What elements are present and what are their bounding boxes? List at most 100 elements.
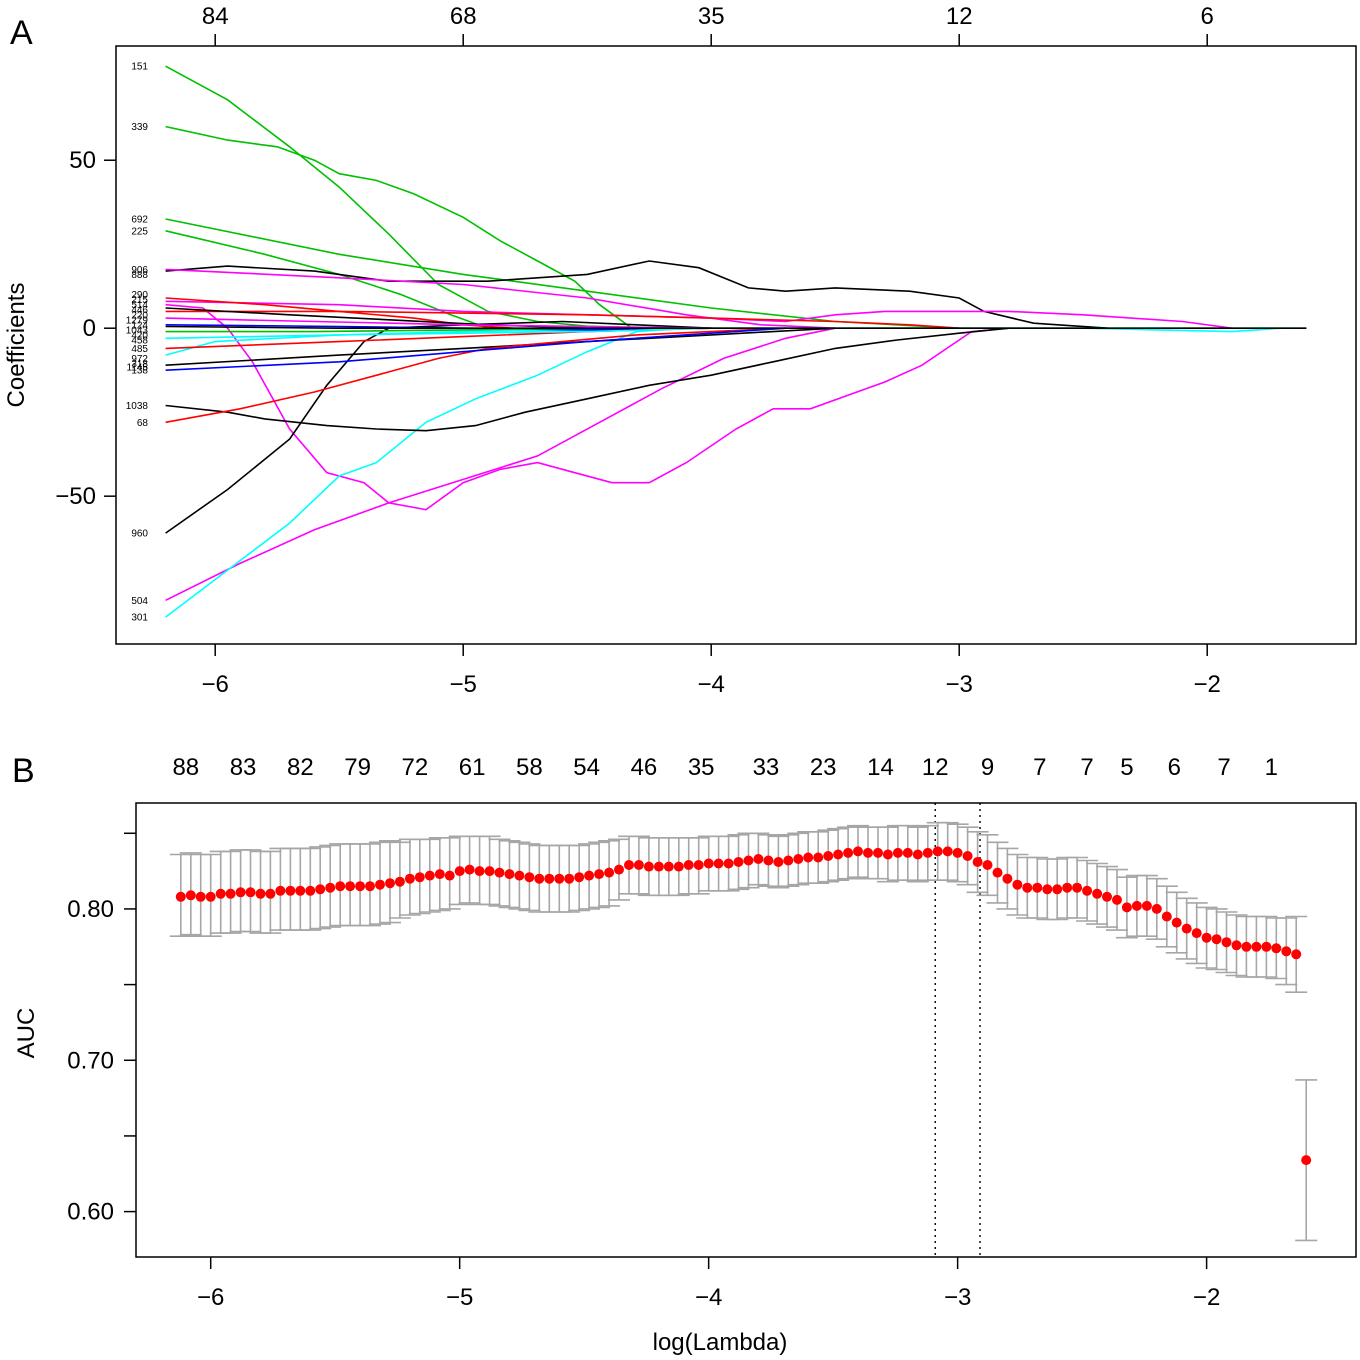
auc-point xyxy=(1271,943,1282,954)
panel-a-letter: A xyxy=(10,14,33,52)
auc-point xyxy=(833,849,844,860)
panel-a-coefficient-paths xyxy=(165,65,1307,618)
x-tick-label: −6 xyxy=(197,1284,224,1311)
auc-point xyxy=(873,847,883,858)
auc-point xyxy=(823,851,834,861)
panel-b-letter: B xyxy=(12,752,35,790)
top-tick-label: 54 xyxy=(573,754,600,781)
auc-point xyxy=(643,861,654,872)
top-tick-label: 68 xyxy=(450,3,477,30)
coefficient-path-4 xyxy=(165,260,1109,329)
coefficient-path-23 xyxy=(165,327,712,340)
auc-point xyxy=(1161,911,1172,922)
auc-point xyxy=(1261,941,1272,952)
auc-point xyxy=(992,867,1003,878)
auc-point xyxy=(693,860,704,870)
x-tick-label: −3 xyxy=(944,1284,971,1311)
path-label: 220 xyxy=(131,310,148,321)
path-label: 225 xyxy=(131,226,148,237)
auc-point xyxy=(1072,882,1083,893)
top-tick-label: 6 xyxy=(1201,3,1214,30)
auc-point xyxy=(444,870,455,881)
top-tick-label: 1 xyxy=(1265,754,1278,781)
auc-point xyxy=(1201,932,1212,943)
auc-point xyxy=(335,881,346,892)
path-label: 1043 xyxy=(126,325,149,336)
path-label: 420 xyxy=(131,330,148,341)
auc-point xyxy=(474,866,485,877)
path-label: 124 xyxy=(131,320,148,331)
auc-point xyxy=(892,847,903,858)
top-tick-label: 82 xyxy=(287,754,314,781)
auc-point xyxy=(564,873,575,884)
auc-point xyxy=(404,873,415,884)
auc-point xyxy=(424,870,435,881)
auc-point xyxy=(1251,941,1262,952)
auc-point xyxy=(962,851,973,861)
auc-point xyxy=(763,855,774,866)
coefficient-path-16 xyxy=(165,310,960,329)
auc-point xyxy=(703,858,714,869)
auc-point xyxy=(524,872,535,883)
top-tick-label: 33 xyxy=(753,754,780,781)
coefficient-path-8 xyxy=(165,300,1233,329)
top-tick-label: 83 xyxy=(230,754,257,781)
auc-point xyxy=(1022,882,1033,893)
panel-b-auc-points xyxy=(175,846,1312,1166)
auc-point xyxy=(1301,1155,1312,1166)
top-tick-label: 14 xyxy=(867,754,894,781)
auc-point xyxy=(175,891,186,902)
path-label: 339 xyxy=(131,122,148,133)
auc-point xyxy=(514,870,525,881)
auc-point xyxy=(1032,882,1043,893)
auc-point xyxy=(1291,949,1302,960)
auc-point xyxy=(584,870,595,881)
path-label: 960 xyxy=(131,529,148,540)
top-tick-label: 61 xyxy=(459,754,486,781)
auc-point xyxy=(245,887,256,898)
y-tick-label: 0 xyxy=(83,315,96,342)
auc-point xyxy=(1112,894,1122,905)
auc-point xyxy=(723,858,734,869)
auc-point xyxy=(454,866,465,877)
auc-point xyxy=(972,857,983,867)
top-tick-label: 7 xyxy=(1033,754,1046,781)
auc-point xyxy=(464,864,475,875)
auc-point xyxy=(385,878,395,889)
auc-point xyxy=(1231,940,1242,951)
auc-point xyxy=(733,857,744,867)
path-label: 1038 xyxy=(126,401,149,412)
auc-point xyxy=(1131,900,1142,911)
coefficient-path-0 xyxy=(165,65,662,329)
path-label: 1145 xyxy=(126,362,148,373)
auc-point xyxy=(1082,885,1093,896)
auc-point xyxy=(1211,934,1222,945)
x-tick-label: −5 xyxy=(450,671,477,698)
panel-b-axes: −6 −5 −4 −3 −288 83 82 79 72 61 58 54 46 35 33 23 14 12 9 7… xyxy=(67,754,1278,1311)
auc-point xyxy=(932,846,943,857)
auc-point xyxy=(1221,937,1232,948)
panel-b: B −6 −5 −4 −3 −288 83 82 79 72 61 58 54 46 35 33 23 14 12… xyxy=(12,752,1357,1356)
auc-point xyxy=(195,891,206,902)
top-tick-label: 7 xyxy=(1217,754,1230,781)
top-tick-label: 6 xyxy=(1168,754,1181,781)
auc-point xyxy=(494,867,505,878)
auc-point xyxy=(345,881,356,892)
auc-point xyxy=(982,860,993,870)
auc-point xyxy=(922,847,933,858)
auc-point xyxy=(355,881,366,892)
x-tick-label: −6 xyxy=(202,671,229,698)
auc-point xyxy=(534,873,545,884)
path-label: 888 xyxy=(131,270,148,281)
auc-point xyxy=(1052,884,1063,895)
path-label: 301 xyxy=(131,613,148,624)
path-label: 485 xyxy=(131,344,148,355)
auc-point xyxy=(1121,902,1132,913)
path-label: 290 xyxy=(131,290,148,301)
top-tick-label: 84 xyxy=(202,3,229,30)
path-label: 138 xyxy=(131,366,148,377)
auc-point xyxy=(683,860,694,870)
auc-point xyxy=(773,857,784,867)
auc-point xyxy=(803,852,814,863)
